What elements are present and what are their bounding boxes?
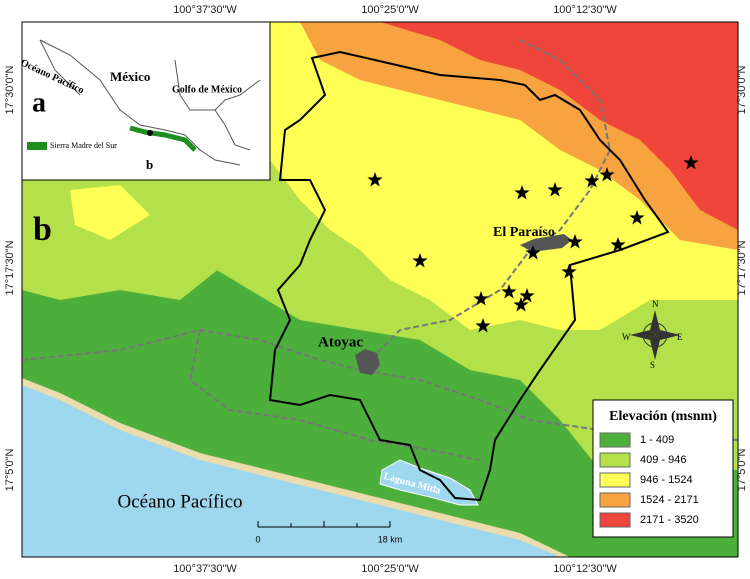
stars bbox=[367, 155, 699, 333]
legend-label: 1 - 409 bbox=[640, 434, 674, 446]
map-frame bbox=[21, 21, 739, 558]
legend-label: 1524 - 2171 bbox=[640, 494, 699, 506]
scale-label: 0 bbox=[255, 534, 260, 544]
longitude-label: 100°37'30"W bbox=[173, 563, 237, 575]
compass-label: S bbox=[650, 360, 655, 370]
place-label: El Paraíso bbox=[493, 225, 555, 240]
ocean-label: Océano Pacífico bbox=[117, 491, 242, 512]
compass-label: N bbox=[652, 299, 659, 309]
longitude-label: 100°12'30"W bbox=[553, 4, 617, 16]
latitude-label: 17°17'30"N bbox=[4, 240, 16, 295]
site-star bbox=[367, 172, 383, 187]
legend-swatch bbox=[599, 452, 631, 468]
site-star bbox=[599, 167, 615, 182]
legend-swatch bbox=[27, 142, 47, 150]
site-star bbox=[547, 182, 563, 197]
site-star bbox=[475, 318, 491, 333]
inset-marker: b bbox=[146, 157, 153, 172]
legend-swatch bbox=[599, 432, 631, 448]
lagoon bbox=[379, 459, 479, 506]
legend-swatch bbox=[599, 492, 631, 508]
site-star bbox=[473, 291, 489, 306]
site-star bbox=[519, 288, 535, 303]
compass-label: W bbox=[622, 332, 631, 342]
municipality-boundary bbox=[268, 50, 670, 502]
longitude-label: 100°37'30"W bbox=[173, 4, 237, 16]
legend-label: 409 - 946 bbox=[640, 454, 686, 466]
site-star bbox=[513, 297, 529, 312]
site-star bbox=[610, 237, 626, 252]
latitude-label: 17°30'0"N bbox=[736, 65, 748, 114]
site-star bbox=[683, 155, 699, 170]
latitude-label: 17°5'0"N bbox=[4, 449, 16, 492]
site-star bbox=[501, 284, 517, 299]
terrain bbox=[22, 22, 738, 557]
site-star bbox=[412, 253, 428, 268]
elevation-zone bbox=[380, 22, 738, 230]
sierra-madre bbox=[129, 125, 197, 152]
legend: Elevación (msnm) 1 - 409 409 - 946 946 - 1… bbox=[592, 399, 734, 538]
site-star bbox=[514, 185, 530, 200]
legend-swatch bbox=[599, 512, 631, 528]
legend-title: Elevación (msnm) bbox=[609, 409, 717, 424]
site-star bbox=[525, 245, 541, 260]
longitude-label: 100°25'0"W bbox=[361, 563, 419, 575]
place-label: Atoyac bbox=[318, 334, 363, 350]
site-star bbox=[567, 234, 583, 249]
inset: Sierra Madre del Sur a Océano Pacífico M… bbox=[19, 21, 271, 181]
panel-label: b bbox=[33, 211, 52, 248]
panel-label: a bbox=[32, 87, 46, 118]
inset-frame bbox=[21, 21, 271, 181]
ocean bbox=[22, 385, 560, 557]
inset-gulf: Golfo de México bbox=[172, 84, 242, 95]
legend-swatch bbox=[599, 472, 631, 488]
legend-label: 946 - 1524 bbox=[640, 474, 693, 486]
longitude-label: 100°25'0"W bbox=[361, 4, 419, 16]
latitude-label: 17°5'0"N bbox=[736, 449, 748, 492]
location-marker bbox=[147, 130, 153, 136]
elevation-zone bbox=[70, 185, 150, 240]
compass-label: E bbox=[677, 332, 683, 342]
site-star bbox=[629, 210, 645, 225]
longitude-label: 100°12'30"W bbox=[553, 563, 617, 575]
site-star bbox=[561, 264, 577, 279]
inset-country: México bbox=[110, 69, 150, 84]
coordinates: 100°37'30"W 100°37'30"W 100°25'0"W 100°25'0… bbox=[4, 4, 748, 575]
latitude-label: 17°30'0"N bbox=[4, 65, 16, 114]
scale-label: 18 km bbox=[378, 534, 403, 544]
coastline bbox=[39, 39, 261, 166]
town bbox=[355, 349, 380, 375]
scale-bar: 0 18 km bbox=[255, 521, 402, 544]
inset-legend: Sierra Madre del Sur bbox=[50, 141, 117, 150]
latitude-label: 17°17'30"N bbox=[736, 240, 748, 295]
legend-label: 2171 - 3520 bbox=[640, 514, 699, 526]
site-star bbox=[584, 173, 600, 188]
compass: N S E W bbox=[622, 299, 683, 370]
